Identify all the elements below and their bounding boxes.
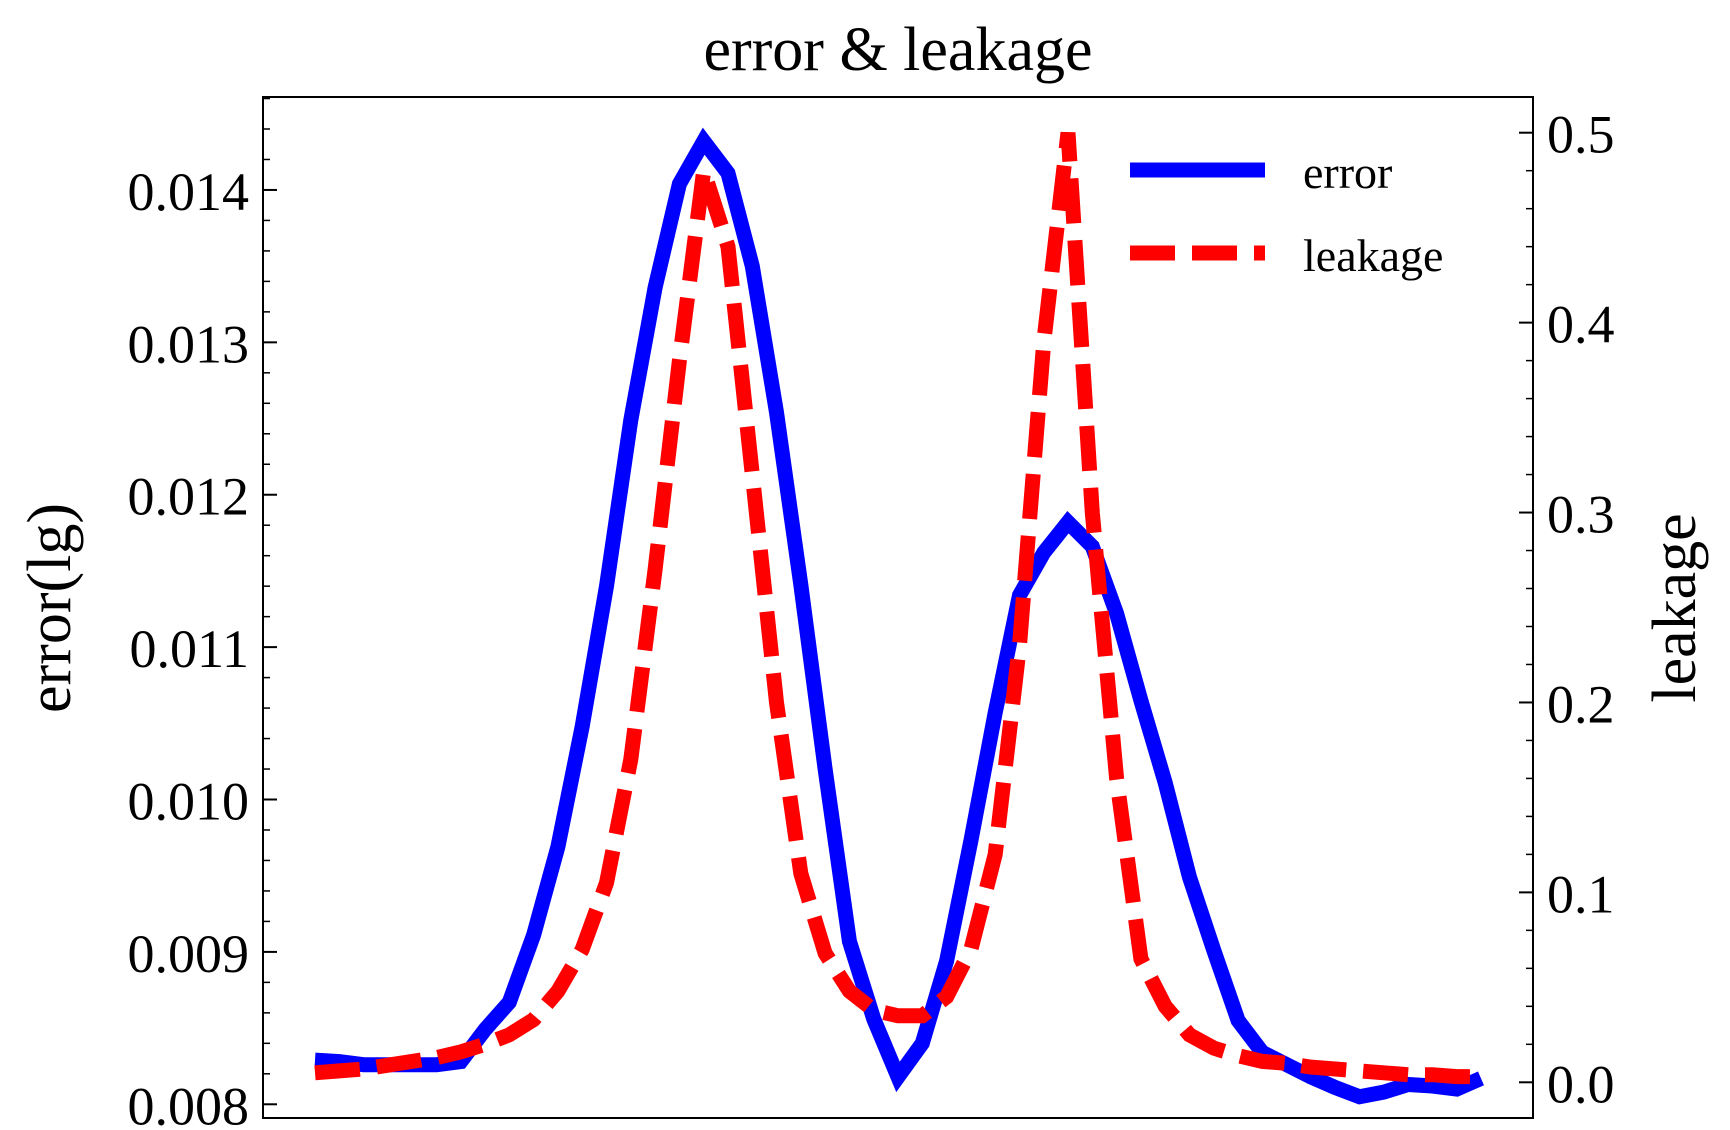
legend-label-error: error — [1303, 147, 1392, 198]
y-right-tick-label: 0.3 — [1547, 485, 1615, 545]
legend-label-leakage: leakage — [1303, 230, 1443, 281]
y-right-tick-label: 0.0 — [1547, 1054, 1615, 1114]
axis-ticks: 0.008 0.009 0.010 0.011 0.012 0.013 0.014 0.0 0.… — [128, 97, 1615, 1130]
y-right-tick-label: 0.2 — [1547, 674, 1615, 734]
y-left-tick-label: 0.008 — [128, 1076, 250, 1130]
y-right-tick-label: 0.4 — [1547, 295, 1615, 355]
y-right-tick-label: 0.1 — [1547, 864, 1615, 924]
y-right-tick-label: 0.5 — [1547, 105, 1615, 165]
plot-series — [314, 127, 1484, 1105]
series-line-leakage — [314, 131, 1481, 1085]
y-left-tick-label: 0.014 — [128, 162, 250, 222]
y-left-tick-label: 0.010 — [128, 772, 250, 832]
y-left-tick-label: 0.009 — [128, 924, 250, 984]
legend: error leakage — [1130, 147, 1443, 281]
plot-frame — [262, 96, 1534, 1119]
series-line-error — [314, 127, 1484, 1105]
y-left-tick-label: 0.011 — [130, 619, 250, 679]
y-left-tick-label: 0.013 — [128, 314, 250, 374]
y-axis-label-right: leakage — [1641, 513, 1709, 702]
chart-title: error & leakage — [704, 16, 1093, 84]
y-left-tick-label: 0.012 — [128, 467, 250, 527]
y-axis-label-left: error(lg) — [16, 503, 84, 713]
